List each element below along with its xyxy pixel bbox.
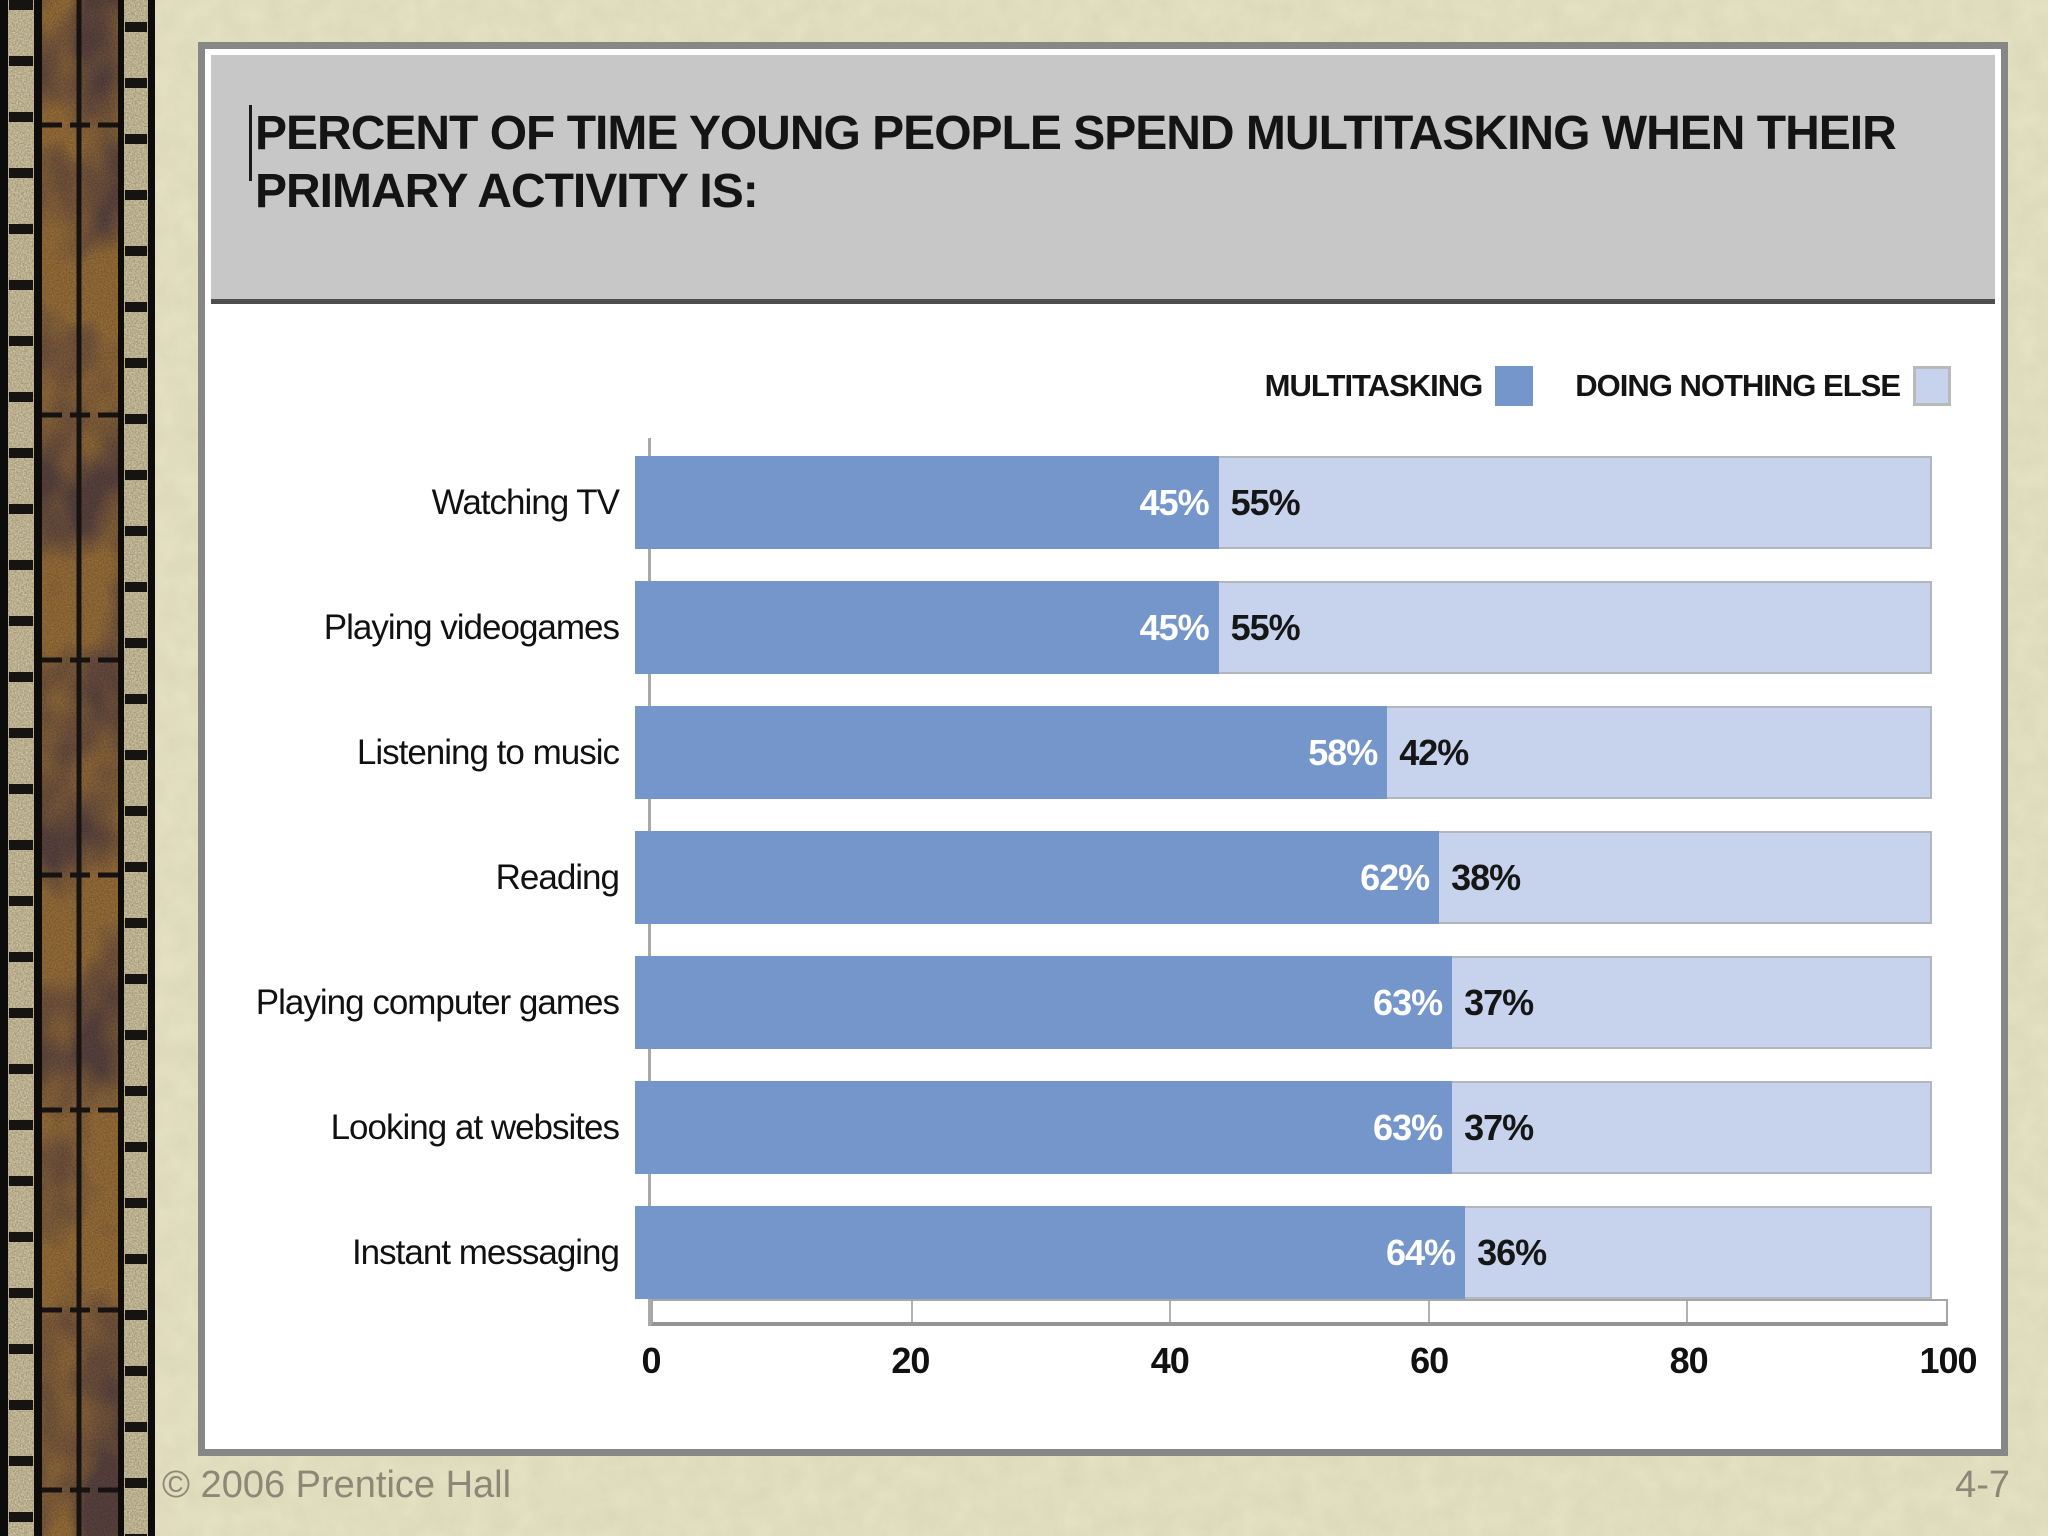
bar-segment-multitasking: 63% — [635, 1081, 1453, 1174]
bar-value-multitasking: 45% — [1139, 481, 1210, 523]
legend-item-doing-nothing-else: DOING NOTHING ELSE — [1575, 366, 1951, 406]
bar-value-doing-nothing-else: 55% — [1230, 606, 1301, 648]
bar-segment-multitasking: 62% — [635, 831, 1440, 924]
slide-panel: PERCENT OF TIME YOUNG PEOPLE SPEND MULTI… — [198, 42, 2008, 1456]
bar-track: 45% 55% — [635, 456, 1932, 549]
chart-title-line-1: PERCENT OF TIME YOUNG PEOPLE SPEND MULTI… — [255, 107, 1897, 160]
bar-row: Listening to music 58% 42% — [211, 706, 1932, 799]
bar-segment-doing-nothing-else: 42% — [1387, 706, 1932, 799]
bar-value-multitasking: 45% — [1139, 606, 1210, 648]
bar-segment-doing-nothing-else: 36% — [1465, 1206, 1932, 1299]
chart-title-line-2: PRIMARY ACTIVITY IS: — [255, 165, 759, 218]
legend-label-multitasking: MULTITASKING — [1264, 368, 1484, 403]
category-label: Instant messaging — [351, 1232, 620, 1272]
bar-track: 62% 38% — [635, 831, 1932, 924]
bar-row: Looking at websites 63% 37% — [211, 1081, 1932, 1174]
bar-segment-doing-nothing-else: 55% — [1218, 456, 1932, 549]
bar-row: Playing videogames 45% 55% — [211, 581, 1932, 674]
copyright-text: © 2006 Prentice Hall — [162, 1464, 512, 1506]
axis-tick-line — [1169, 1301, 1172, 1322]
slide-number: 4-7 — [1955, 1464, 2010, 1506]
category-label: Looking at websites — [330, 1107, 620, 1147]
bar-track: 45% 55% — [635, 581, 1932, 674]
axis-tick-line — [910, 1301, 913, 1322]
x-tick-label: 0 — [641, 1340, 661, 1381]
bar-value-doing-nothing-else: 37% — [1464, 1106, 1534, 1148]
bar-value-multitasking: 63% — [1373, 1106, 1443, 1148]
bar-segment-multitasking: 64% — [635, 1206, 1466, 1299]
bar-row: Watching TV 45% 55% — [211, 456, 1932, 549]
bar-value-doing-nothing-else: 36% — [1477, 1231, 1547, 1273]
bar-row: Reading 62% 38% — [211, 831, 1932, 924]
chart-title-block[interactable]: PERCENT OF TIME YOUNG PEOPLE SPEND MULTI… — [211, 55, 1995, 304]
bar-track: 63% 37% — [635, 1081, 1932, 1174]
bar-track: 64% 36% — [635, 1206, 1932, 1299]
legend-item-multitasking: MULTITASKING — [1265, 366, 1534, 406]
bar-track: 58% 42% — [635, 706, 1932, 799]
legend: MULTITASKING DOING NOTHING ELSE — [1265, 366, 1951, 406]
multitasking-swatch-icon — [1495, 366, 1534, 406]
bar-value-doing-nothing-else: 42% — [1399, 731, 1469, 773]
x-tick-label: 80 — [1669, 1340, 1709, 1381]
bar-segment-doing-nothing-else: 37% — [1452, 1081, 1932, 1174]
bar-value-doing-nothing-else: 55% — [1230, 481, 1301, 523]
category-label: Reading — [495, 857, 620, 897]
x-tick-label: 40 — [1150, 1340, 1190, 1381]
category-label: Watching TV — [431, 482, 620, 522]
bar-segment-multitasking: 58% — [635, 706, 1388, 799]
x-axis-strip — [651, 1299, 1948, 1326]
axis-tick-line — [1427, 1301, 1430, 1322]
bar-segment-doing-nothing-else: 37% — [1452, 956, 1932, 1049]
bar-row: Instant messaging 64% 36% — [211, 1206, 1932, 1299]
x-tick-label: 100 — [1919, 1340, 1977, 1381]
bar-segment-multitasking: 45% — [635, 456, 1219, 549]
bar-value-multitasking: 62% — [1360, 856, 1430, 898]
bar-value-multitasking: 63% — [1373, 981, 1443, 1023]
axis-tick-line — [1686, 1301, 1689, 1322]
bar-value-multitasking: 64% — [1386, 1231, 1456, 1273]
text-cursor — [249, 105, 252, 181]
doing-nothing-else-swatch-icon — [1913, 366, 1951, 406]
bar-segment-multitasking: 45% — [635, 581, 1219, 674]
category-label: Playing computer games — [255, 982, 620, 1022]
legend-label-doing-nothing-else: DOING NOTHING ELSE — [1575, 368, 1901, 403]
x-tick-label: 60 — [1410, 1340, 1449, 1381]
bar-segment-multitasking: 63% — [635, 956, 1453, 1049]
bar-track: 63% 37% — [635, 956, 1932, 1049]
decorative-left-border — [0, 0, 155, 1536]
bar-segment-doing-nothing-else: 38% — [1439, 831, 1932, 924]
category-label: Listening to music — [356, 732, 620, 772]
category-label: Playing videogames — [323, 607, 620, 647]
chart-plot: MULTITASKING DOING NOTHING ELSE Watching… — [211, 304, 1995, 1444]
bar-segment-doing-nothing-else: 55% — [1218, 581, 1932, 674]
bar-row: Playing computer games 63% 37% — [211, 956, 1932, 1049]
bar-value-doing-nothing-else: 38% — [1451, 856, 1521, 898]
x-tick-label: 20 — [891, 1340, 930, 1381]
bar-value-multitasking: 58% — [1308, 731, 1378, 773]
bar-value-doing-nothing-else: 37% — [1464, 981, 1534, 1023]
